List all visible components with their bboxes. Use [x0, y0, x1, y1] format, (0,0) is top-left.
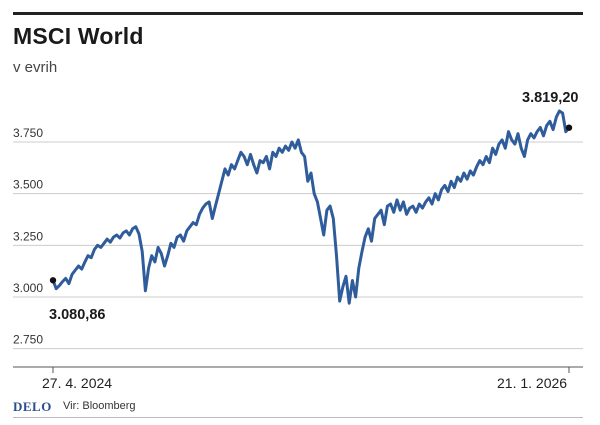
- y-axis-ticks: 2.750 3.000 3.250 3.500 3.750: [13, 126, 43, 347]
- chart-subtitle: v evrih: [13, 59, 58, 76]
- start-value-label: 3.080,86: [49, 307, 105, 323]
- y-tick-label-3500: 3.500: [13, 178, 43, 192]
- y-tick-label-3750: 3.750: [13, 126, 43, 140]
- x-tick-label-start: 27. 4. 2024: [42, 375, 112, 391]
- y-tick-label-2750: 2.750: [13, 333, 43, 347]
- series-line: [51, 109, 571, 305]
- bottom-rule: [13, 417, 583, 418]
- start-point-marker: [49, 277, 57, 284]
- top-rule: [13, 12, 583, 15]
- chart-title: MSCI World: [13, 23, 144, 49]
- gridlines: [13, 141, 583, 350]
- end-value-label: 3.819,20: [522, 90, 578, 106]
- delo-logo: DELO: [13, 399, 52, 414]
- end-point-marker: [565, 124, 573, 131]
- x-tick-label-end: 21. 1. 2026: [497, 375, 567, 391]
- source-note: Vir: Bloomberg: [63, 400, 136, 412]
- y-tick-label-3000: 3.000: [13, 281, 43, 295]
- y-tick-label-3250: 3.250: [13, 229, 43, 243]
